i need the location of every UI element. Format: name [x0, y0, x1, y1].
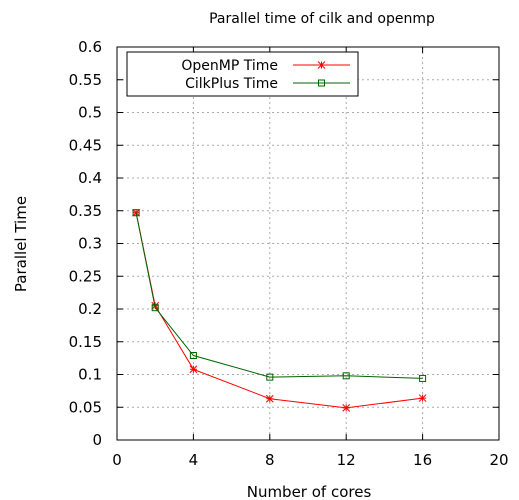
x-tick-label: 0: [112, 451, 122, 469]
legend-label-openmp-time: OpenMP Time: [181, 58, 278, 74]
x-tick-label: 16: [413, 451, 432, 469]
y-tick-label: 0.15: [69, 333, 102, 351]
y-tick-label: 0.5: [78, 104, 102, 122]
legend: OpenMP Time CilkPlus Time: [126, 51, 359, 97]
cilkplus-time-point: [151, 304, 159, 312]
legend-marker-openmp-time: [317, 61, 326, 69]
x-tick-label: 8: [265, 451, 275, 469]
x-axis-label: Number of cores: [247, 483, 372, 500]
openmp-time-line: [135, 212, 423, 409]
y-tick-label: 0.05: [69, 398, 102, 416]
openmp-time-point: [265, 394, 274, 403]
legend-label-cilkplus-time: CilkPlus Time: [185, 76, 278, 92]
y-tick-label: 0.2: [78, 300, 102, 318]
cilkplus-time-point: [419, 374, 427, 382]
series-group: [132, 208, 427, 412]
grid: [117, 47, 499, 440]
y-tick-label: 0.35: [69, 202, 102, 220]
y-tick-label: 0.45: [69, 136, 102, 154]
cilkplus-time-point: [132, 209, 140, 217]
y-tick-label: 0.25: [69, 267, 102, 285]
cilkplus-time-point: [342, 372, 350, 380]
x-tick-label: 20: [489, 451, 508, 469]
x-tick-label: 4: [189, 451, 199, 469]
y-tick-label: 0.6: [78, 38, 102, 56]
cilkplus-time-point: [266, 373, 274, 381]
legend-box: [126, 51, 359, 97]
y-tick-label: 0.1: [78, 366, 102, 384]
openmp-time-point: [342, 404, 351, 412]
y-tick-label: 0.55: [69, 71, 102, 89]
axis-ticks: 0 0.05 0.1 0.15 0.2 0.25 0.3 0.35 0.4 0.45 0.5 0.55…: [69, 38, 509, 469]
openmp-time-point: [418, 394, 427, 402]
x-tick-label: 12: [337, 451, 356, 469]
cilkplus-time-line: [135, 212, 423, 379]
openmp-time-point: [189, 365, 198, 374]
y-tick-label: 0.4: [78, 169, 102, 187]
chart-title: Parallel time of cilk and openmp: [209, 11, 435, 27]
y-tick-label: 0.3: [78, 235, 102, 253]
cilkplus-time-point: [189, 352, 197, 360]
legend-marker-cilkplus-time: [318, 79, 325, 87]
y-axis-label: Parallel Time: [12, 196, 30, 292]
y-tick-label: 0: [92, 431, 102, 449]
